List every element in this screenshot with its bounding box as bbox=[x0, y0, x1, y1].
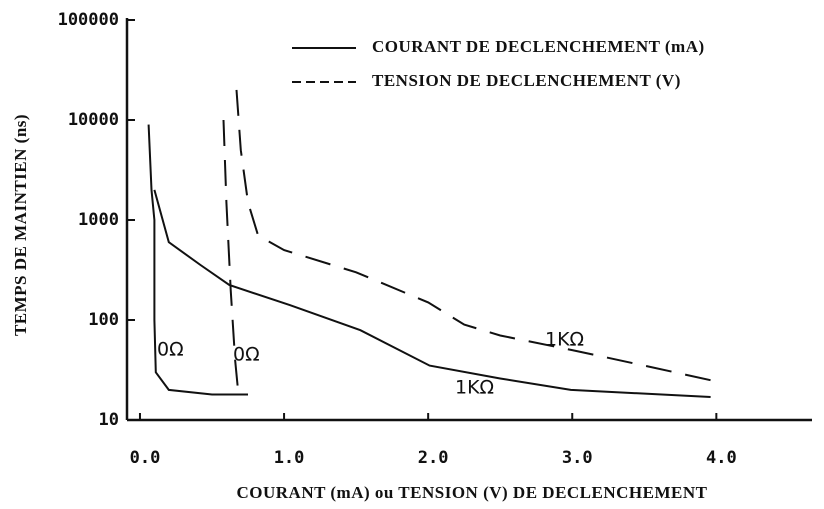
x-tick-label: 3.0 bbox=[562, 448, 593, 468]
x-axis-label: COURANT (mA) ou TENSION (V) DE DECLENCHE… bbox=[237, 483, 708, 502]
x-tick-label: 4.0 bbox=[706, 448, 737, 468]
curve bbox=[153, 189, 711, 398]
curve bbox=[235, 89, 711, 382]
y-tick-label: 10000 bbox=[68, 110, 119, 130]
x-tick-label: 2.0 bbox=[418, 448, 449, 468]
legend-label: COURANT DE DECLENCHEMENT (mA) bbox=[372, 37, 705, 56]
curve-label: 0Ω bbox=[233, 344, 260, 366]
y-axis-label: TEMPS DE MAINTIEN (ns) bbox=[11, 114, 30, 336]
y-tick-label: 10 bbox=[99, 410, 119, 430]
curve-label: 1KΩ bbox=[455, 377, 494, 399]
legend-label: TENSION DE DECLENCHEMENT (V) bbox=[372, 71, 681, 90]
y-tick-label: 100 bbox=[88, 310, 119, 330]
curve-label: 0Ω bbox=[157, 339, 184, 361]
curve bbox=[147, 124, 248, 396]
curve-label: 1KΩ bbox=[545, 329, 584, 351]
y-tick-label: 100000 bbox=[58, 10, 119, 30]
curve bbox=[222, 119, 246, 396]
y-tick-label: 1000 bbox=[78, 210, 119, 230]
x-tick-label: 0.0 bbox=[130, 448, 161, 468]
x-tick-label: 1.0 bbox=[274, 448, 305, 468]
